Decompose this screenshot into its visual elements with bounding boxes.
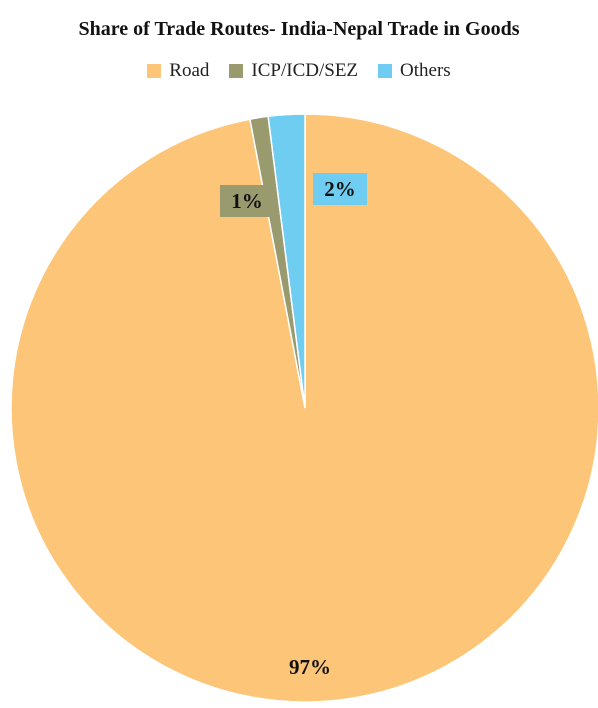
chart-legend: Road ICP/ICD/SEZ Others	[0, 60, 598, 82]
legend-swatch-road	[147, 64, 162, 78]
data-label-icp-icd-sez: 1%	[231, 189, 263, 213]
legend-swatch-icp-icd-sez	[229, 64, 244, 78]
data-label-others: 2%	[324, 177, 356, 201]
legend-item-icp-icd-sez: ICP/ICD/SEZ	[229, 60, 358, 82]
legend-item-road: Road	[147, 60, 209, 82]
chart-title: Share of Trade Routes- India-Nepal Trade…	[78, 18, 520, 40]
legend-label-others: Others	[400, 60, 451, 81]
legend-label-icp-icd-sez: ICP/ICD/SEZ	[251, 60, 359, 81]
data-label-others-box	[313, 173, 367, 205]
legend-item-others: Others	[378, 60, 451, 82]
legend-swatch-others	[378, 64, 393, 78]
pie-slice-others	[267, 113, 306, 409]
data-label-icp-icd-sez-box	[220, 185, 274, 217]
data-label-road: 97%	[289, 655, 331, 679]
legend-label-road: Road	[169, 60, 210, 81]
